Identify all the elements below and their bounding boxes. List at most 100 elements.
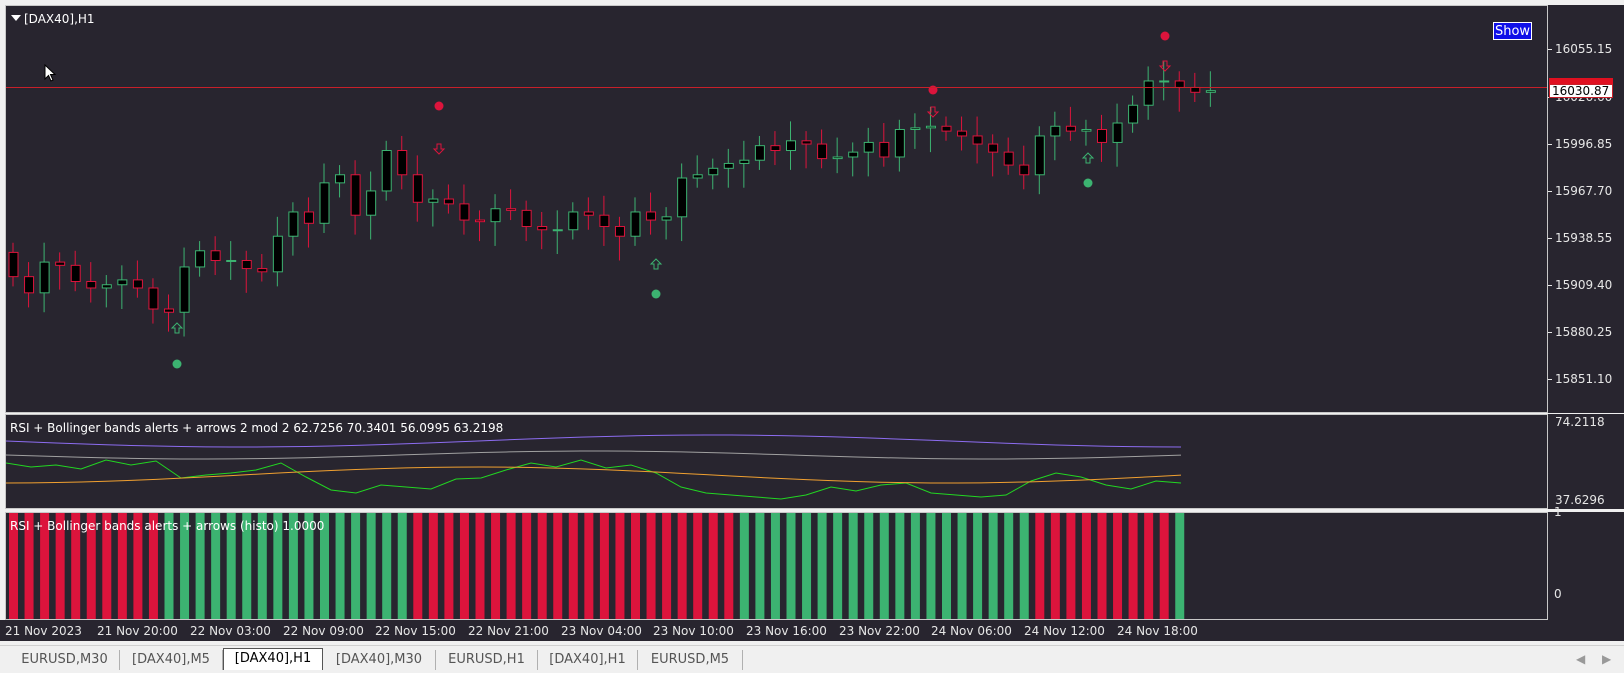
rsi-line (6, 459, 1182, 500)
histo-bar (102, 513, 112, 619)
main-chart-pane[interactable]: [DAX40],H1 Show (5, 5, 1548, 413)
candle-body (941, 125, 952, 132)
candle-body (303, 211, 314, 224)
candle-body (910, 127, 921, 130)
price-axis-tick (1548, 379, 1552, 380)
histo-bar (1113, 513, 1123, 619)
histo-bar (942, 513, 951, 619)
candle-body (599, 214, 610, 228)
candle-body (319, 182, 330, 224)
chart-tab[interactable]: EURUSD,H1 (436, 650, 538, 670)
candle-body (272, 235, 283, 273)
histo-indicator-pane[interactable]: RSI + Bollinger bands alerts + arrows (h… (5, 512, 1548, 620)
candle-body (614, 226, 625, 237)
histo-bar (833, 513, 843, 619)
time-axis-label: 23 Nov 10:00 (653, 624, 734, 638)
candle-body (1205, 90, 1216, 93)
show-button[interactable]: Show (1493, 22, 1532, 40)
candle-body (692, 174, 703, 179)
candle-body (1019, 164, 1030, 176)
candle-body (1097, 128, 1107, 143)
histo-axis-top: 1 (1554, 505, 1562, 519)
histo-bars (9, 513, 1185, 619)
candle-body (879, 141, 890, 158)
time-axis-label: 21 Nov 20:00 (97, 624, 178, 638)
candle-body (1159, 80, 1170, 83)
histo-bar (553, 513, 563, 619)
candle-body (1143, 80, 1154, 106)
candle-body (723, 162, 734, 169)
time-axis-label: 24 Nov 12:00 (1024, 624, 1105, 638)
up-arrow-icon (649, 258, 663, 270)
candle-body (832, 156, 843, 160)
candle-body (148, 287, 159, 310)
tab-scroll-left-icon[interactable]: ◀ (1576, 652, 1586, 666)
histo-bar (662, 513, 672, 619)
histo-axis-bottom: 0 (1554, 587, 1562, 601)
histo-bar (382, 513, 392, 619)
time-axis-label: 22 Nov 15:00 (375, 624, 456, 638)
histo-bar (195, 513, 205, 619)
histo-bar (957, 513, 967, 619)
candle-body (8, 251, 19, 278)
histo-bar (475, 513, 485, 619)
candle-body (801, 140, 812, 145)
histo-bar (444, 513, 454, 619)
histo-bar (708, 513, 718, 619)
mouse-cursor-icon (44, 64, 57, 82)
time-axis-label: 21 Nov 2023 (5, 624, 82, 638)
price-axis[interactable]: 16055.1516026.6015996.8515967.7015938.55… (1548, 5, 1624, 413)
histo-bar (615, 513, 625, 619)
histo-bar (304, 513, 314, 619)
histo-bar (786, 513, 796, 619)
chart-tab[interactable]: EURUSD,M5 (638, 650, 743, 670)
buy-signal-icon (1083, 178, 1093, 188)
histo-bar (1066, 513, 1076, 619)
down-arrow-icon (926, 106, 940, 118)
price-axis-tick (1548, 191, 1552, 192)
histo-bar (1035, 513, 1045, 619)
chart-tab[interactable]: [DAX40],M5 (120, 650, 223, 670)
chart-tab[interactable]: [DAX40],H1 (538, 650, 638, 670)
histo-bar (739, 513, 749, 619)
chart-tab[interactable]: [DAX40],H1 (223, 648, 323, 670)
price-axis-tick (1548, 144, 1552, 145)
candle-body (972, 135, 983, 145)
middle-band-line (6, 450, 1182, 460)
candle-body (770, 145, 781, 152)
histo-bar (148, 513, 158, 619)
chart-tab[interactable]: EURUSD,M30 (10, 650, 120, 670)
tab-scroll-right-icon[interactable]: ▶ (1602, 652, 1612, 666)
buy-signal-icon (172, 359, 182, 369)
histo-bar (366, 513, 376, 619)
histo-bar (55, 513, 65, 619)
collapse-triangle-icon[interactable] (11, 15, 21, 21)
candle-body (1190, 86, 1201, 93)
histo-bar (164, 513, 174, 619)
histo-bar (491, 513, 501, 619)
histo-bar (568, 513, 578, 619)
rsi-indicator-pane[interactable]: RSI + Bollinger bands alerts + arrows 2 … (5, 414, 1548, 509)
histo-axis[interactable]: 1 0 (1548, 506, 1624, 620)
time-axis[interactable]: 21 Nov 2023 21 Nov 20:00 22 Nov 03:00 22 No… (0, 620, 1624, 641)
histo-bar (770, 513, 780, 619)
candle-body (1112, 122, 1123, 143)
histo-bar (86, 513, 96, 619)
candle-body (646, 211, 657, 221)
histo-bar (1004, 513, 1014, 619)
histo-bar (1050, 513, 1060, 619)
rsi-axis[interactable]: 74.2118 37.6296 (1548, 414, 1624, 509)
candle-body (490, 208, 501, 223)
chart-tab[interactable]: [DAX40],M30 (323, 650, 436, 670)
candle-body (1050, 125, 1061, 137)
rsi-lines (6, 434, 1182, 500)
histo-bar (755, 513, 765, 619)
candle-body (288, 211, 299, 237)
candle-body (226, 259, 237, 262)
histo-bar (226, 513, 236, 619)
price-axis-tick (1548, 285, 1552, 286)
candle-body (1003, 151, 1014, 166)
histo-bar (522, 513, 532, 619)
candle-body (568, 211, 579, 231)
down-arrow-icon (1158, 60, 1172, 72)
